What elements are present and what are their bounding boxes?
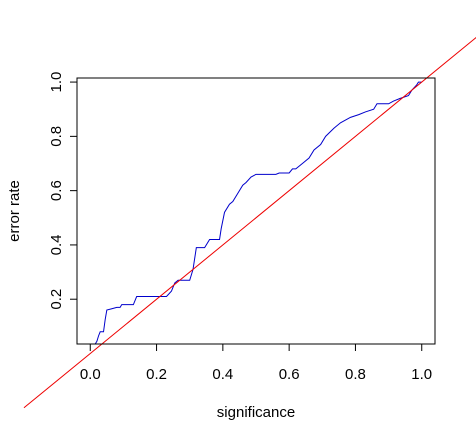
x-tick-label: 0.2 bbox=[146, 366, 167, 383]
empirical-error-curve bbox=[94, 81, 422, 345]
y-tick-label: 0.4 bbox=[48, 234, 65, 255]
x-axis-title: significance bbox=[217, 404, 295, 421]
y-axis: 0.2 0.4 0.6 0.8 1.0 bbox=[48, 72, 78, 310]
plot-frame bbox=[76, 77, 436, 345]
x-axis: 0.0 0.2 0.4 0.6 0.8 1.0 bbox=[80, 343, 432, 383]
y-tick-label: 1.0 bbox=[48, 72, 65, 93]
data-lines bbox=[23, 37, 476, 409]
x-tick-label: 0.8 bbox=[345, 366, 366, 383]
y-axis-title: error rate bbox=[6, 180, 23, 242]
x-tick-label: 1.0 bbox=[411, 366, 432, 383]
y-tick-label: 0.2 bbox=[48, 289, 65, 310]
y-tick-label: 0.6 bbox=[48, 180, 65, 201]
y-tick-label: 0.8 bbox=[48, 126, 65, 147]
x-tick-label: 0.4 bbox=[212, 366, 233, 383]
x-tick-label: 0.6 bbox=[279, 366, 300, 383]
diagonal-reference-line bbox=[23, 37, 476, 409]
x-tick-label: 0.0 bbox=[80, 366, 101, 383]
